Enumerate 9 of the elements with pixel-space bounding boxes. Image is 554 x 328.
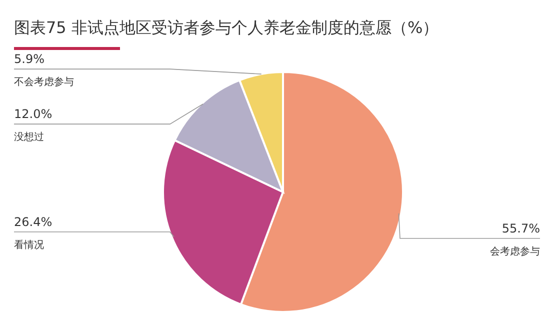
data-label: 26.4% — [14, 214, 52, 229]
slice-label: 没想过 — [14, 131, 44, 144]
data-label: 12.0% — [14, 107, 52, 122]
slice-label: 不会考虑参与 — [14, 76, 74, 88]
data-label: 5.9% — [14, 52, 44, 66]
slice-label: 会考虑参与 — [490, 245, 540, 258]
slice-label: 看情况 — [14, 238, 44, 251]
data-label: 55.7% — [502, 221, 540, 236]
chart-title: 图表75 非试点地区受访者参与个人养老金制度的意愿（%） — [14, 18, 439, 39]
